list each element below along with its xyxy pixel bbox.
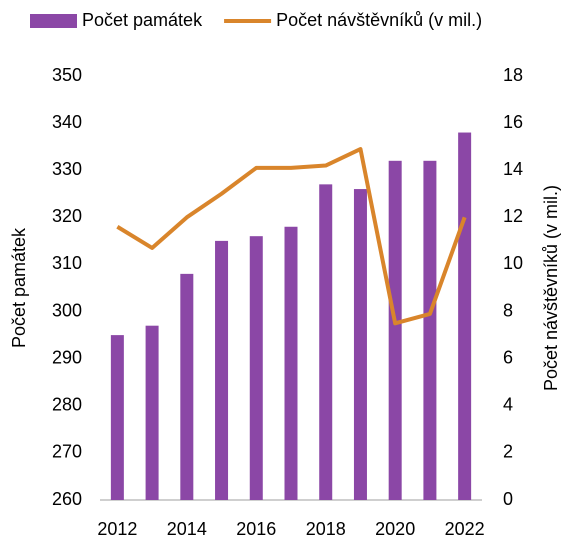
x-tick-label: 2012: [97, 519, 137, 539]
legend-swatch: [30, 14, 77, 28]
bar: [353, 189, 367, 501]
y2-axis-title: Počet návštěvníků (v mil.): [541, 185, 561, 391]
bar: [145, 325, 159, 500]
y-tick-label: 310: [52, 253, 82, 273]
y-tick-label: 320: [52, 206, 82, 226]
y-tick-label: 330: [52, 159, 82, 179]
x-tick-label: 2022: [445, 519, 485, 539]
y2-tick-label: 12: [503, 206, 523, 226]
bar: [423, 160, 437, 501]
y2-tick-label: 8: [503, 300, 513, 320]
y2-tick-label: 0: [503, 489, 513, 509]
y-tick-label: 340: [52, 112, 82, 132]
y2-tick-label: 4: [503, 395, 513, 415]
line: [116, 147, 467, 326]
y-axis-title: Počet památek: [9, 227, 29, 348]
legend-label: Počet památek: [82, 10, 203, 30]
bar: [215, 240, 229, 500]
legend-label: Počet návštěvníků (v mil.): [276, 10, 482, 30]
x-tick-label: 2014: [167, 519, 207, 539]
x-tick-label: 2016: [236, 519, 276, 539]
y2-tick-label: 16: [503, 112, 523, 132]
y2-tick-label: 2: [503, 442, 513, 462]
y-tick-label: 280: [52, 395, 82, 415]
y-tick-label: 290: [52, 347, 82, 367]
y-tick-label: 260: [52, 489, 82, 509]
bar: [249, 236, 263, 500]
y2-tick-label: 10: [503, 253, 523, 273]
bar: [319, 184, 333, 500]
y2-tick-label: 14: [503, 159, 523, 179]
y2-tick-label: 6: [503, 347, 513, 367]
y-tick-label: 300: [52, 300, 82, 320]
y2-tick-label: 18: [503, 65, 523, 85]
x-tick-label: 2020: [375, 519, 415, 539]
y-tick-label: 270: [52, 442, 82, 462]
bar: [388, 160, 402, 501]
bar: [458, 132, 472, 501]
bar: [180, 273, 194, 500]
bar: [284, 226, 298, 500]
bar: [110, 335, 124, 500]
x-tick-label: 2018: [306, 519, 346, 539]
y-tick-label: 350: [52, 65, 82, 85]
